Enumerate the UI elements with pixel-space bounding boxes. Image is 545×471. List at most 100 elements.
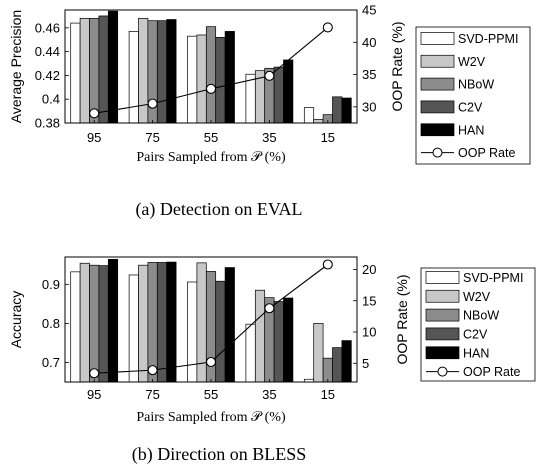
x-axis-label: Pairs Sampled from 𝒫 (%) (136, 410, 286, 425)
legend-label: W2V (463, 290, 491, 304)
legend-label: C2V (463, 327, 488, 341)
panel-direction-bless: 95 75 55 35 15 0.7 0.8 0.9 5 10 15 20 Accuracy OOP Ra… (8, 256, 536, 465)
x-tick-label: 55 (204, 130, 218, 145)
oop-rate-point (147, 98, 158, 109)
bar (98, 15, 109, 124)
bar (341, 97, 352, 124)
bar (283, 59, 294, 124)
x-axis-label: Pairs Sampled from 𝒫 (%) (136, 150, 286, 165)
legend-swatch (425, 271, 460, 284)
bar (341, 340, 352, 383)
legend-swatch (420, 100, 455, 114)
bar (322, 357, 333, 383)
y-tick-label: 0.9 (42, 277, 60, 292)
bar (224, 31, 235, 124)
x-tick-label: 75 (145, 387, 159, 402)
oop-rate-point (89, 368, 100, 379)
bar (224, 267, 235, 383)
y-tick-label: 0.38 (35, 116, 60, 131)
bar (187, 35, 198, 124)
legend-marker (432, 147, 443, 158)
caption: (a) Detection on EVAL (135, 199, 302, 220)
bar (332, 347, 343, 383)
legend-swatch (420, 77, 455, 91)
legend-label: C2V (458, 100, 483, 114)
x-tick-label: 55 (204, 387, 218, 402)
bar (89, 264, 100, 383)
bar (245, 73, 256, 124)
y2-tick-label: 30 (362, 99, 376, 114)
bar (147, 262, 158, 383)
bar (187, 281, 198, 383)
y-tick-label: 0.46 (35, 20, 60, 35)
axes-frame (64, 9, 358, 124)
y-tick-label: 0.42 (35, 68, 60, 83)
bar (128, 31, 139, 124)
oop-rate-point (205, 356, 217, 368)
bar (70, 22, 81, 124)
bar (205, 26, 217, 124)
x-tick-label: 15 (321, 387, 335, 402)
y2-tick-label: 15 (362, 293, 376, 308)
bar (273, 301, 284, 383)
x-tick-label: 75 (145, 130, 159, 145)
x-tick-label: 95 (87, 130, 101, 145)
caption: (b) Direction on BLESS (132, 444, 306, 465)
axes-frame (64, 256, 358, 383)
bar (70, 271, 81, 383)
y-tick-label: 0.4 (42, 92, 60, 107)
oop-rate-point (264, 70, 275, 81)
bar (215, 280, 226, 383)
legend-marker (437, 366, 448, 377)
oop-rate-point (205, 83, 217, 94)
legend-label: W2V (458, 55, 486, 69)
x-tick-label: 35 (262, 130, 276, 145)
bar (283, 297, 294, 383)
y-tick-label: 0.44 (35, 44, 60, 59)
x-tick-label: 95 (87, 387, 101, 402)
x-tick-label: 35 (262, 387, 276, 402)
bar (79, 262, 90, 383)
legend-label: OOP Rate (458, 146, 515, 160)
bar (98, 265, 109, 383)
legend-label: SVD-PPMI (458, 32, 518, 46)
y2-tick-label: 45 (362, 3, 376, 18)
oop-rate-point (322, 22, 333, 33)
bar (245, 323, 256, 383)
legend-label: HAN (458, 123, 484, 137)
y-axis-label: Average Precision (8, 10, 24, 123)
bar (215, 37, 226, 124)
y-tick-label: 0.8 (42, 316, 60, 331)
bar (273, 66, 284, 124)
y-tick-label: 0.7 (42, 355, 60, 370)
y-axis-label: Accuracy (8, 291, 24, 349)
bar (313, 323, 324, 383)
bar (156, 20, 168, 124)
legend-label: NBoW (458, 78, 494, 92)
y2-tick-label: 20 (362, 262, 376, 277)
bar (138, 17, 149, 124)
y2-tick-label: 40 (362, 35, 376, 50)
bar (332, 96, 343, 124)
bar (138, 264, 149, 383)
legend-swatch (420, 123, 455, 137)
bar (166, 19, 177, 124)
bar (303, 107, 315, 124)
legend-label: NBoW (463, 309, 499, 323)
bar (156, 262, 168, 383)
bar (128, 274, 139, 383)
legend-swatch (425, 289, 460, 303)
x-tick-label: 15 (321, 130, 335, 145)
bar (254, 289, 266, 383)
oop-rate-point (264, 303, 275, 314)
y2-axis-label: OOP Rate (%) (394, 275, 410, 365)
legend-label: OOP Rate (463, 365, 520, 379)
oop-rate-point (89, 108, 100, 119)
y2-tick-label: 10 (362, 325, 376, 340)
bar (89, 17, 100, 124)
legend-swatch (420, 54, 455, 68)
bar (107, 10, 119, 124)
bar (313, 119, 324, 124)
bar (196, 34, 207, 124)
